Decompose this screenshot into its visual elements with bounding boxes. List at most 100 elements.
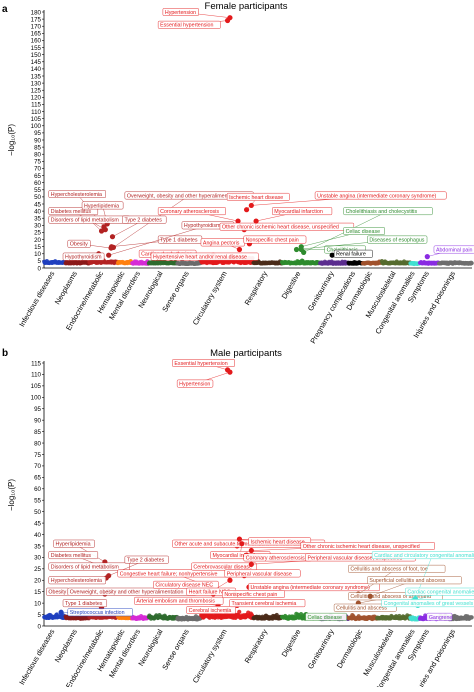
- y-tick-label: 105: [31, 383, 42, 390]
- callout-box: [48, 551, 99, 560]
- panel-female: a Female participants −log₁₀(P) 05101520…: [2, 1, 474, 345]
- callout-label: Peripheral vascular disease: [227, 571, 292, 577]
- callout-box: [122, 215, 167, 224]
- callout-label: Angina pectoris: [203, 240, 240, 246]
- y-tick-label: 40: [34, 532, 41, 539]
- callout-box: [343, 227, 385, 235]
- callout-leader: [108, 225, 208, 256]
- y-tick-label: 0: [38, 623, 42, 630]
- y-tick-label: 145: [31, 59, 42, 66]
- callout-label: Diabetes mellitus: [51, 209, 92, 215]
- y-tick-label: 125: [31, 88, 42, 95]
- data-point-labeled: [235, 218, 241, 224]
- callout-box: [48, 576, 106, 585]
- callout-label: Transient cerebral ischemia: [231, 601, 296, 607]
- callout-label: Other chronic ischemic heart disease, un…: [303, 544, 420, 550]
- x-tick-label: Infectious diseases: [17, 269, 56, 328]
- data-point-labeled: [239, 541, 245, 547]
- x-tick-label: Digestive: [280, 628, 303, 659]
- y-tick-label: 55: [34, 498, 41, 505]
- callout-box: [405, 587, 474, 596]
- chart-title: Male participants: [210, 348, 282, 359]
- callout-label: Coronary atherosclerosis: [246, 555, 305, 561]
- callout-label: Other chronic ischemic heart disease, un…: [222, 225, 339, 231]
- data-point-labeled: [248, 547, 254, 554]
- y-tick-label: 0: [38, 265, 42, 272]
- data-point-labeled: [108, 244, 115, 250]
- x-tick-label: Neoplasms: [53, 269, 79, 306]
- y-tick-label: 40: [34, 208, 41, 215]
- callout-label: Disorders of lipid metabolism: [51, 564, 120, 570]
- data-point-labeled: [227, 577, 233, 583]
- data-point: [237, 609, 242, 614]
- callout-label: Type 2 diabetes: [127, 558, 165, 564]
- x-tick-label: Dermatologic: [335, 627, 365, 669]
- callout-box: [157, 207, 226, 216]
- callout-label: Unstable angina (intermediate coronary s…: [317, 193, 436, 199]
- callout-box: [426, 612, 453, 621]
- callout-label: Essential hypertension: [174, 361, 227, 367]
- callout-label: Hypercholesterolemia: [51, 192, 102, 198]
- callout-label: Ischemic heart disease: [229, 195, 283, 201]
- callout-label: Heart failure NOS: [189, 590, 231, 596]
- data-point-labeled: [236, 246, 243, 253]
- callout-label: Diabetes mellitus: [51, 553, 92, 559]
- y-tick-label: 65: [34, 475, 41, 482]
- y-tick-label: 80: [34, 152, 41, 159]
- callout-label: Coronary atherosclerosis: [160, 209, 219, 215]
- x-tick-label: Circulatory system: [191, 628, 229, 685]
- callout-box: [150, 252, 259, 261]
- callout-label: Streptococcus infection: [70, 610, 125, 616]
- callout-label: Arterial embolism and thrombosis: [136, 599, 215, 605]
- callout-box: [224, 569, 301, 578]
- data-point: [469, 615, 474, 620]
- callout-label: Ischemic heart disease: [250, 539, 304, 545]
- y-tick-label: 70: [34, 463, 41, 470]
- y-tick-label: 5: [38, 612, 42, 619]
- callout-box: [176, 379, 214, 388]
- y-tick-label: 60: [34, 180, 41, 187]
- y-axis-label: −log₁₀(P): [7, 479, 16, 511]
- callout-label: Cardiac and circulatory congenital anoma…: [374, 553, 474, 559]
- callout-label: Overweight, obesity and other hyperalime…: [70, 590, 184, 596]
- callout-label: Congestive heart failure; nonhypertensiv…: [120, 571, 218, 577]
- panel-letter: b: [2, 348, 8, 359]
- data-point-labeled: [109, 234, 116, 240]
- callout-label: Hyperlipidemia: [56, 542, 91, 548]
- y-tick-label: 70: [34, 166, 41, 173]
- y-tick-label: 180: [31, 9, 42, 16]
- y-tick-label: 20: [34, 578, 41, 585]
- y-tick-label: 170: [31, 24, 42, 31]
- callout-label: Type 1 diabetes: [160, 237, 198, 243]
- callout-label: Overweight, obesity and other hyperalime…: [127, 193, 241, 199]
- callout-label: Hyperlipidemia: [84, 203, 119, 209]
- data-point-labeled: [329, 252, 335, 258]
- y-tick-label: 150: [31, 52, 42, 59]
- data-point-labeled: [424, 254, 430, 260]
- y-tick-label: 15: [34, 244, 41, 251]
- callout-box: [157, 20, 221, 29]
- callout-box: [48, 562, 130, 571]
- y-tick-label: 55: [34, 187, 41, 194]
- callout-box: [219, 222, 355, 231]
- x-tick-label: Sense organs: [160, 269, 191, 313]
- callout-label: Hypertension: [165, 10, 196, 16]
- x-tick-label: Neoplasms: [53, 627, 79, 664]
- callout-box: [248, 537, 312, 546]
- callout-box: [333, 249, 373, 258]
- callout-box: [300, 542, 435, 550]
- callout-box: [62, 252, 105, 261]
- callout-label: Renal failure: [336, 252, 366, 258]
- callout-box: [381, 599, 474, 608]
- data-point-labeled: [98, 228, 105, 234]
- x-tick-label: Circulatory system: [191, 270, 229, 327]
- callout-box: [124, 555, 169, 564]
- callout-box: [53, 539, 95, 548]
- y-tick-label: 85: [34, 429, 41, 436]
- callout-label: Myocardial infarction: [274, 209, 323, 215]
- callout-box: [222, 590, 285, 598]
- y-axis-label: −log₁₀(P): [7, 124, 16, 156]
- y-tick-label: 165: [31, 31, 42, 38]
- y-tick-label: 75: [34, 452, 41, 459]
